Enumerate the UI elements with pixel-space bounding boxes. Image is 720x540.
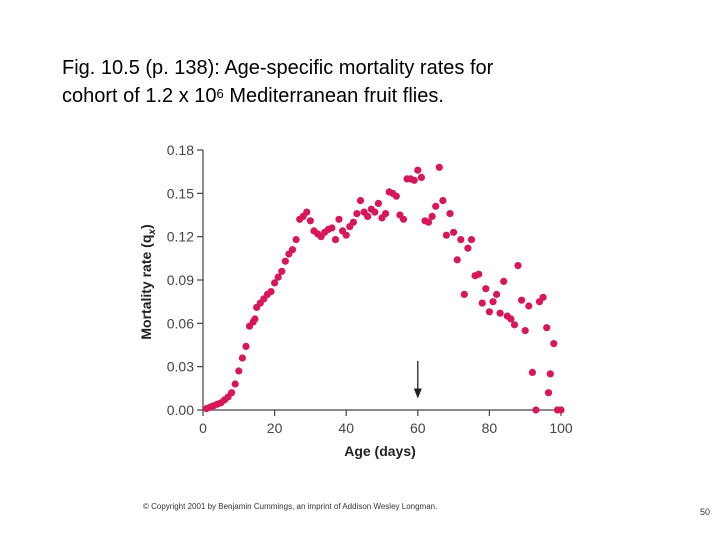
title-line-2-pre: cohort of 1.2 x 10: [62, 85, 217, 107]
data-point: [525, 302, 533, 310]
title-line-2: cohort of 1.2 x 106 Mediterranean fruit …: [62, 82, 682, 110]
data-point: [251, 315, 259, 323]
data-point: [242, 342, 250, 350]
title-exponent: 6: [216, 86, 224, 101]
data-point: [432, 202, 440, 210]
arrow-annotation: [413, 360, 422, 399]
x-tick-label: 20: [267, 420, 283, 436]
data-point: [442, 231, 450, 239]
y-axis-title-main: Mortality rate (q: [138, 235, 154, 340]
data-point: [281, 257, 289, 265]
data-point: [496, 309, 504, 317]
data-points: [203, 163, 565, 414]
data-point: [417, 173, 425, 181]
data-point: [356, 197, 365, 205]
data-point: [374, 199, 382, 207]
y-tick-label: 0.18: [167, 142, 194, 158]
data-point: [510, 321, 519, 329]
data-point: [439, 197, 447, 205]
data-point: [507, 315, 515, 323]
data-point: [303, 208, 311, 216]
data-point: [550, 340, 558, 348]
title-line-1: Fig. 10.5 (p. 138): Age-specific mortali…: [62, 57, 494, 79]
data-point: [271, 279, 279, 287]
data-point: [228, 389, 236, 397]
data-point: [450, 228, 458, 236]
copyright-notice: © Copyright 2001 by Benjamin Cummings, a…: [143, 502, 438, 511]
y-axis-title-close: ): [138, 224, 154, 229]
x-tick-label: 60: [410, 420, 426, 436]
figure-title: Fig. 10.5 (p. 138): Age-specific mortali…: [62, 54, 682, 110]
y-ticks: 0.00 0.03 0.06 0.09 0.12 0.15 0.18: [167, 142, 203, 418]
data-point: [331, 236, 340, 244]
data-point: [544, 389, 553, 397]
y-tick-label: 0.03: [167, 359, 194, 375]
data-point: [274, 273, 282, 281]
x-ticks: 0 20 40 60 80 100: [199, 410, 573, 436]
data-point: [238, 354, 246, 362]
data-point: [521, 327, 529, 335]
data-point: [353, 210, 361, 218]
y-tick-label: 0.15: [167, 185, 194, 201]
data-point: [288, 246, 297, 254]
data-point: [446, 210, 454, 218]
data-point: [392, 192, 400, 200]
data-point: [342, 231, 350, 239]
data-point: [235, 367, 243, 375]
data-point: [489, 298, 497, 306]
data-point: [364, 212, 372, 220]
data-point: [231, 380, 239, 388]
data-point: [382, 210, 390, 218]
data-point: [539, 293, 547, 301]
data-point: [371, 208, 379, 216]
data-point: [543, 324, 551, 332]
data-point: [349, 218, 357, 226]
data-point: [500, 277, 508, 285]
arrow-head: [413, 388, 422, 399]
x-tick-label: 100: [549, 420, 573, 436]
y-axis-title: Mortality rate (qx): [138, 224, 158, 339]
data-point: [457, 236, 465, 244]
chart-axes: [202, 150, 561, 411]
data-point: [399, 215, 408, 223]
data-point: [467, 236, 476, 244]
data-point: [292, 236, 300, 244]
x-tick-label: 0: [199, 420, 207, 436]
x-tick-label: 40: [338, 420, 354, 436]
data-point: [435, 163, 443, 171]
data-point: [453, 256, 461, 264]
data-point: [475, 270, 483, 278]
data-point: [428, 212, 436, 220]
data-point: [532, 406, 540, 414]
data-point: [328, 224, 336, 232]
data-point: [493, 290, 501, 298]
data-point: [460, 290, 468, 298]
page-number: 50: [699, 507, 710, 517]
data-point: [518, 296, 526, 304]
data-point: [335, 215, 343, 223]
data-point: [557, 406, 565, 414]
y-tick-label: 0.06: [167, 315, 194, 331]
x-tick-label: 80: [482, 420, 498, 436]
data-point: [528, 368, 537, 376]
data-point: [306, 217, 314, 225]
data-point: [485, 308, 493, 316]
data-point: [482, 285, 490, 293]
y-tick-label: 0.09: [167, 272, 194, 288]
data-point: [414, 166, 422, 174]
y-tick-label: 0.00: [167, 402, 194, 418]
data-point: [278, 267, 286, 275]
x-axis-title: Age (days): [344, 443, 416, 459]
data-point: [424, 218, 433, 226]
y-tick-label: 0.12: [167, 229, 194, 245]
title-line-2-post: Mediterranean fruit flies.: [223, 85, 444, 107]
data-point: [478, 299, 486, 307]
data-point: [546, 370, 554, 378]
data-point: [410, 176, 418, 184]
y-axis-title-sub: x: [147, 229, 158, 236]
data-point: [514, 262, 522, 270]
data-point: [267, 288, 275, 296]
data-point: [464, 244, 472, 252]
